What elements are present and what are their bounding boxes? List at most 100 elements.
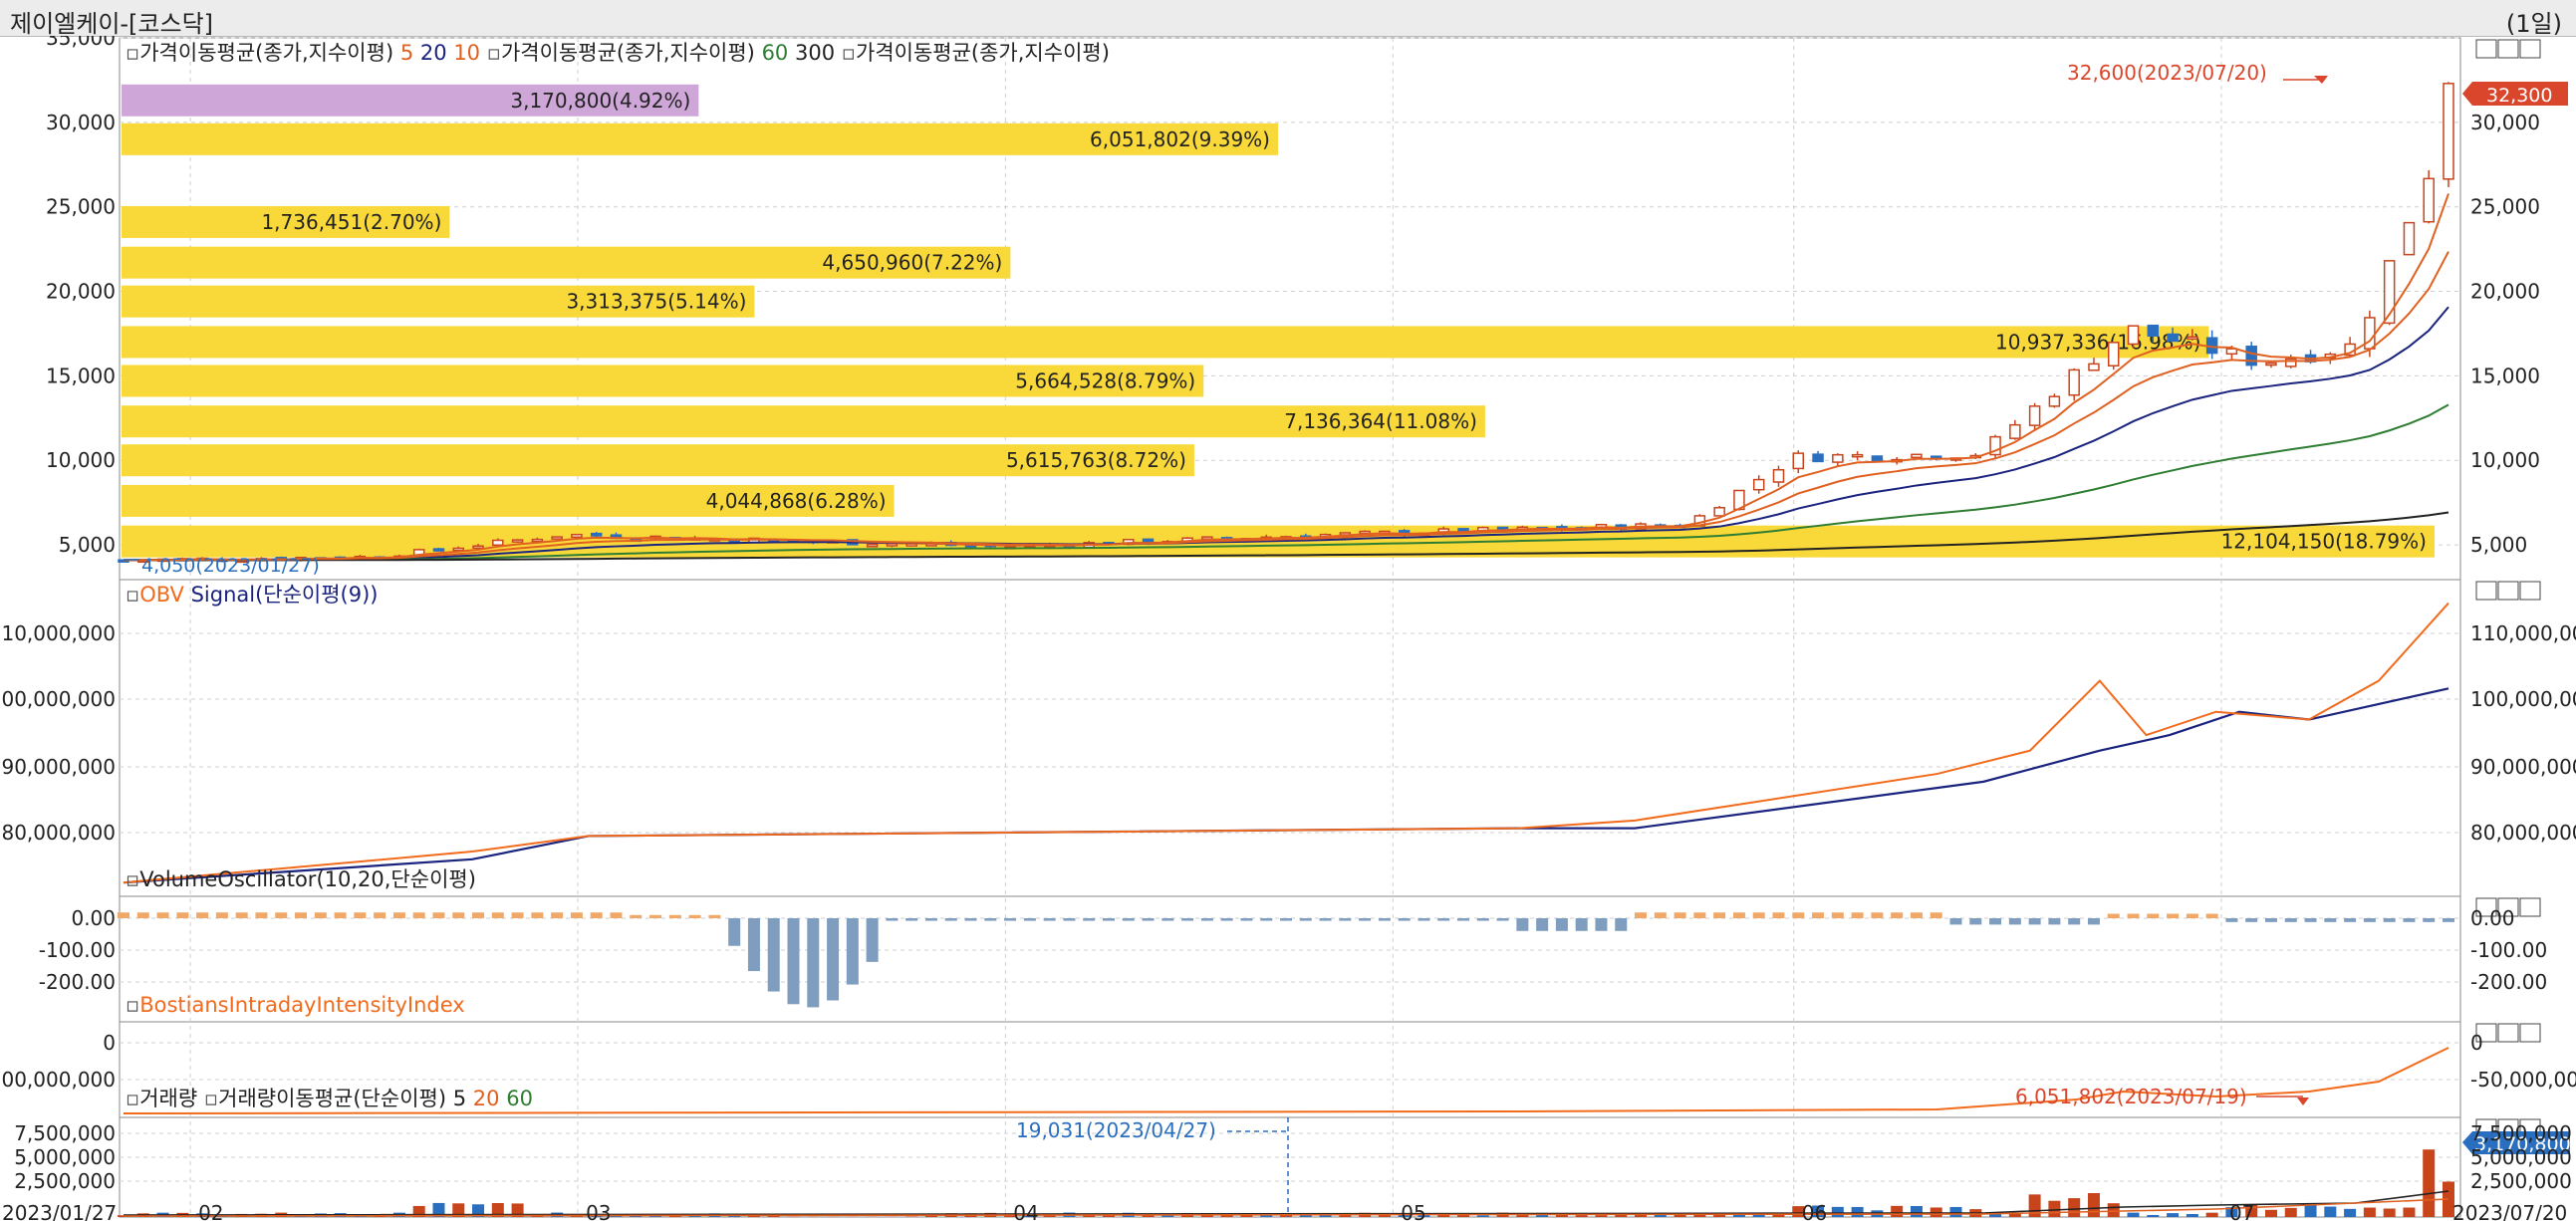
vo-bar [827,918,840,1001]
legend-box-icon: ▫ [126,41,139,65]
panel-min-button[interactable] [2475,39,2497,59]
vo-bar [905,918,918,921]
vo-bar [136,912,149,918]
vo-bar [1083,918,1096,921]
volume-bar [1615,1214,1628,1217]
high-price-callout: 32,600(2023/07/20) [2067,61,2267,85]
candle-body [1871,455,1884,462]
bii-legend: ▫BostiansIntradayIntensityIndex [126,993,465,1017]
vo-bar [2383,918,2396,922]
vo-bar [392,912,405,918]
vo-bar [1713,912,1726,918]
vo-bar [176,912,189,918]
vo-bar [1732,912,1745,918]
vo-bar [1674,912,1686,918]
vo-bar [1417,918,1430,921]
current-price-badge [2462,82,2568,106]
vo-bar [2264,918,2277,922]
gridlines [120,37,2460,1217]
volume-bar [1713,1213,1726,1217]
vo-bar [2324,918,2337,922]
volume-bar [2068,1198,2081,1217]
vo-bar [1004,918,1017,921]
candle-body [511,539,524,543]
x-month-label: 07 [2229,1201,2254,1221]
vo-bar [215,912,228,918]
volume-bar [1083,1215,1096,1217]
candle-body [2127,325,2140,346]
vo-bar [196,912,209,918]
panel-close-button[interactable] [2519,39,2541,59]
volume-bar [2107,1203,2120,1217]
y-tick-label: 25,000 [46,195,116,219]
vo-bar [1615,918,1628,931]
vo-bar [432,912,445,918]
y-tick-label: 110,000,000 [2470,621,2576,645]
vo-bar [1122,918,1135,921]
panel-close-button[interactable] [2519,1023,2541,1043]
volume-bar [2127,1212,2140,1217]
panel-max-button[interactable] [2497,581,2519,601]
volume-bar [1792,1206,1805,1217]
candle-body [2068,368,2080,396]
vo-bar [846,918,859,985]
candle-body [1752,478,1765,491]
panel-min-button[interactable] [2475,581,2497,601]
volume-bar [2225,1207,2238,1217]
panel-close-button[interactable] [2519,897,2541,917]
vo-bar [984,918,997,921]
candle-body [2167,333,2179,343]
volume-bar [2008,1213,2021,1217]
volume-bar [452,1203,465,1217]
vo-bar [1260,918,1273,921]
candle-body [492,539,504,547]
vo-bar [1910,912,1923,918]
y-tick-label: 5,000,000 [2470,1145,2572,1169]
volume-profile-label: 4,044,868(6.28%) [706,489,887,513]
vo-bar [1378,918,1391,921]
vo-bar [472,912,485,918]
panel-buttons[interactable] [2475,39,2541,1138]
y-tick-label: 00,000,000 [1,687,116,711]
candle-body [2225,348,2238,356]
y-tick-label: -100.00 [2470,938,2547,962]
vo-bar [708,914,721,918]
volume-bar [1437,1214,1450,1217]
vo-bar [767,918,780,992]
volume-ma5-line [123,1190,2449,1216]
y-tick-label: 0.00 [2470,906,2515,930]
panel-min-button[interactable] [2475,897,2497,917]
vo-bar [235,912,248,918]
price-legend: ▫가격이동평균(종가,지수이평) 5 20 10 ▫가격이동평균(종가,지수이평… [126,41,1110,65]
y-tick-label: 2,500,000 [2470,1169,2572,1193]
candle-body [2383,260,2396,325]
volume-bar [2324,1206,2337,1217]
stock-chart-svg[interactable]: 3,170,800(4.92%) 6,051,802(9.39%) 1,736,45… [0,36,2576,1221]
vo-bar [1359,918,1372,921]
vo-bar [511,912,524,918]
y-tick-label: -200.00 [2470,970,2547,994]
candle-body [866,544,879,548]
panel-min-button[interactable] [2475,1023,2497,1043]
vo-bar [2127,913,2140,918]
volume-bar [432,1202,445,1217]
vo-bar [2008,918,2021,925]
panel-max-button[interactable] [2497,1023,2519,1043]
vo-bar [295,912,308,918]
bii-index-line [123,1047,2449,1114]
panel-max-button[interactable] [2497,39,2519,59]
candle-body [2147,324,2160,338]
vo-bar [590,912,603,918]
vo-bar [924,918,937,921]
bii-line [123,1047,2449,1114]
volume-bar [1555,1214,1568,1217]
vo-bar [531,912,544,918]
y-tick-label: 0 [2470,1031,2483,1055]
vo-bar [2048,918,2061,925]
vo-bar [1457,918,1470,921]
x-axis: 2023/01/27 2023/07/20 02 03 04 05 06 07 [2,1201,2567,1221]
high-volume-callout: 6,051,802(2023/07/19) [2015,1085,2247,1108]
panel-close-button[interactable] [2519,581,2541,601]
vo-bar [688,914,701,918]
panel-max-button[interactable] [2497,897,2519,917]
